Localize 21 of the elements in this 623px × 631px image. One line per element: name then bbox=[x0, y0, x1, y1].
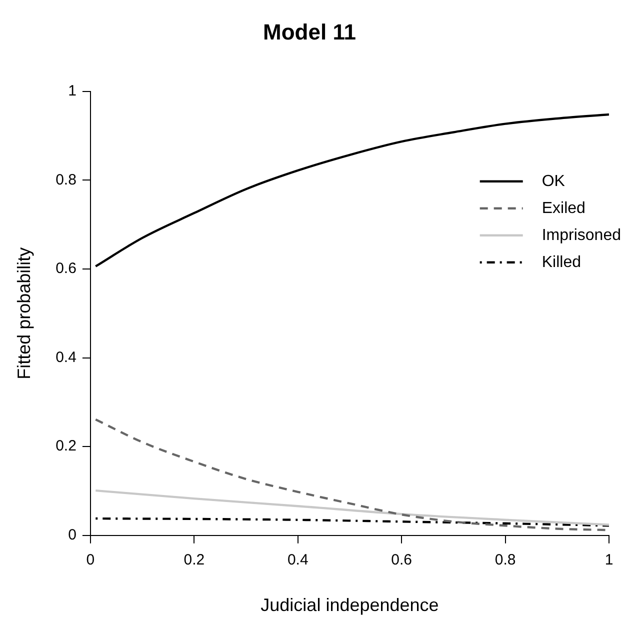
line-series bbox=[94, 517, 609, 527]
x-tick-label: 0.4 bbox=[287, 552, 308, 569]
x-tick-label: 0.8 bbox=[494, 552, 516, 569]
y-tick-label: 0.2 bbox=[56, 438, 76, 455]
y-tick-label: 0.8 bbox=[56, 171, 76, 188]
legend-label: Imprisoned bbox=[542, 226, 622, 244]
y-tick-label: 0.4 bbox=[56, 348, 76, 366]
line-series bbox=[94, 489, 609, 526]
chart-title: Model 11 bbox=[263, 19, 356, 44]
legend-label: Exiled bbox=[542, 200, 586, 217]
y-tick-label: 0 bbox=[68, 526, 76, 544]
y-tick-label: 0.6 bbox=[56, 260, 76, 278]
legend-label: Killed bbox=[542, 254, 581, 271]
x-tick-label: 0 bbox=[86, 552, 95, 569]
x-tick-label: 1 bbox=[604, 552, 614, 569]
x-axis-title: Judicial independence bbox=[260, 595, 439, 616]
y-axis-title: Fitted probability bbox=[14, 247, 34, 380]
x-tick-label: 0.2 bbox=[184, 552, 205, 569]
x-tick-label: 0.6 bbox=[391, 552, 412, 569]
y-tick-label: 1 bbox=[68, 82, 76, 100]
legend-label: OK bbox=[542, 172, 566, 190]
